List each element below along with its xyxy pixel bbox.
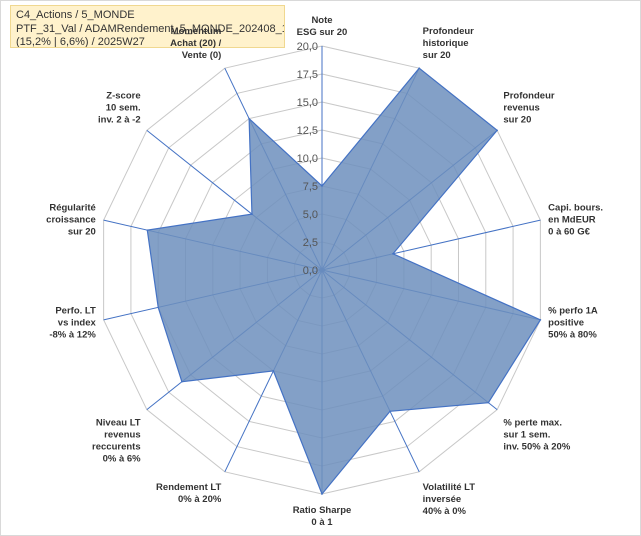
info-line-portfolio: PTF_31_Val / ADAMRendement_5_MONDE_20240… [16, 22, 284, 35]
tick-label-7: 17,5 [297, 69, 318, 81]
axis-label-8: Rendement LT0% à 20% [156, 482, 222, 505]
axis-label-line: Perfo. LT [55, 306, 96, 317]
axis-label-line: 0 à 60 G€ [548, 226, 590, 237]
axis-label-line: % perfo 1A [548, 306, 598, 317]
axis-label-line: Note [311, 15, 332, 26]
tick-label-6: 15,0 [297, 97, 318, 109]
axis-label-line: ESG sur 20 [297, 27, 348, 38]
axis-label-line: 40% à 0% [423, 506, 467, 517]
axis-label-line: positive [548, 318, 584, 329]
axis-label-line: sur 1 sem. [503, 430, 550, 441]
axis-label-line: croissance [46, 214, 96, 225]
data-point-0 [321, 185, 323, 187]
axis-label-line: Momentum [171, 26, 222, 37]
portfolio-info-box: C4_Actions / 5_MONDE PTF_31_Val / ADAMRe… [10, 5, 285, 48]
data-point-2 [496, 129, 498, 132]
axis-label-line: 50% à 80% [548, 330, 597, 341]
data-point-8 [272, 370, 275, 372]
axis-label-line: 10 sem. [106, 102, 141, 113]
axis-label-line: inv. 50% à 20% [503, 442, 570, 453]
axis-label-line: inv. 2 à -2 [98, 114, 141, 125]
axis-label-line: Ratio Sharpe [293, 505, 352, 516]
data-point-9 [181, 380, 183, 383]
axis-label-line: Profondeur [423, 26, 474, 37]
axis-label-line: Z-score [106, 90, 140, 101]
axis-label-line: 0% à 20% [178, 494, 222, 505]
axis-label-line: revenus [104, 430, 140, 441]
radar-tick-labels: 0,0 2,5 5,0 7,5 10,0 12,5 15,0 17,5 20,0 [297, 41, 318, 277]
data-point-3 [392, 253, 394, 255]
axis-label-line: 0% à 6% [103, 454, 142, 465]
axis-label-line: sur 20 [503, 114, 531, 125]
axis-label-line: 0 à 1 [311, 517, 333, 528]
data-point-5 [487, 401, 490, 404]
info-line-stats: (15,2% | 6,6%) / 2025W27 [16, 36, 145, 48]
axis-label-line: Achat (20) / [170, 38, 222, 49]
axis-label-line: Profondeur [503, 90, 554, 101]
axis-label-line: revenus [503, 102, 539, 113]
tick-label-1: 2,5 [303, 237, 318, 249]
axis-label-line: en MdEUR [548, 214, 596, 225]
data-point-6 [389, 410, 391, 413]
axis-label-line: Capi. bours. [548, 202, 603, 213]
tick-label-0: 0,0 [303, 265, 318, 277]
axis-label-5: % perte max.sur 1 sem.inv. 50% à 20% [503, 418, 570, 453]
axis-label-line: Niveau LT [96, 418, 141, 429]
tick-label-4: 10,0 [297, 153, 318, 165]
axis-label-line: sur 20 [423, 50, 451, 61]
data-point-4 [539, 319, 542, 321]
axis-label-line: reccurents [92, 442, 141, 453]
axis-label-line: Rendement LT [156, 482, 221, 493]
series-area [146, 67, 542, 496]
data-point-12 [251, 213, 253, 215]
data-point-1 [418, 67, 420, 69]
data-point-11 [146, 229, 149, 231]
data-point-7 [321, 493, 323, 495]
tick-label-2: 5,0 [303, 209, 318, 221]
tick-label-5: 12,5 [297, 125, 318, 137]
axis-label-line: sur 20 [68, 226, 96, 237]
data-point-13 [248, 117, 250, 120]
axis-label-line: historique [423, 38, 469, 49]
axis-label-line: -8% à 12% [49, 330, 96, 341]
axis-label-line: vs index [58, 318, 97, 329]
axis-label-line: Volatilité LT [423, 482, 476, 493]
tick-label-3: 7,5 [303, 181, 318, 193]
info-line-category: C4_Actions / 5_MONDE [16, 9, 135, 21]
tick-label-8: 20,0 [297, 41, 318, 53]
axis-label-line: % perte max. [503, 418, 562, 429]
axis-label-line: Vente (0) [182, 50, 222, 61]
radar-series [146, 67, 542, 496]
axis-label-line: Régularité [49, 202, 95, 213]
data-point-10 [157, 306, 160, 309]
axis-label-line: inversée [423, 494, 462, 505]
